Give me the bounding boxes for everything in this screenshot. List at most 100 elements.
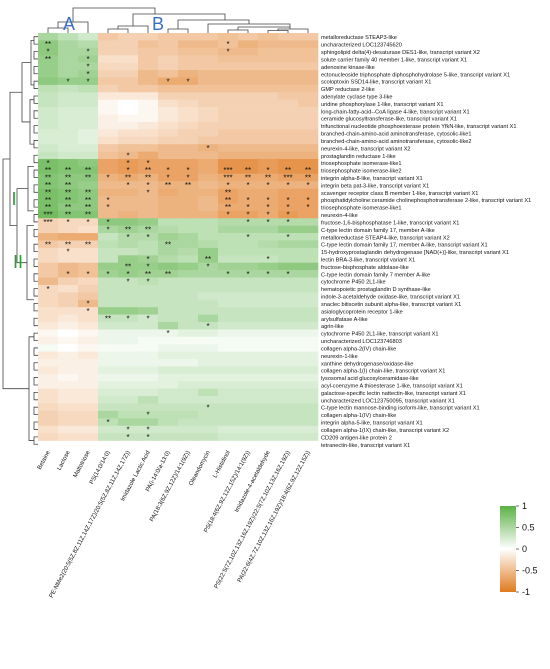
dendrogram-link xyxy=(27,165,34,212)
heatmap-cell xyxy=(298,307,319,315)
heatmap-cell xyxy=(38,262,59,271)
heatmap-cell xyxy=(198,92,219,100)
heatmap-cell xyxy=(218,262,239,271)
heatmap-cell xyxy=(178,47,199,56)
heatmap-cell xyxy=(58,47,79,56)
heatmap-cell xyxy=(238,218,259,226)
significance-marker: ** xyxy=(145,166,151,175)
significance-marker: * xyxy=(126,151,129,160)
heatmap-cell xyxy=(78,218,99,226)
heatmap-cell xyxy=(238,351,259,360)
row-group-label-i: I xyxy=(11,189,16,209)
row-label: 15-hydroxyprostaglandin dehydrogenase [N… xyxy=(321,250,509,256)
row-dendrogram xyxy=(2,36,38,445)
heatmap-cell xyxy=(138,381,159,389)
heatmap-cell xyxy=(118,351,139,360)
heatmap-cell xyxy=(138,403,159,412)
significance-marker: ** xyxy=(185,181,191,190)
significance-marker: * xyxy=(86,55,89,64)
heatmap-cell xyxy=(238,210,259,219)
heatmap-cell xyxy=(78,329,99,338)
heatmap-cell xyxy=(198,418,219,427)
heatmap-cell xyxy=(258,410,279,419)
heatmap-cell xyxy=(238,33,259,41)
heatmap-cell xyxy=(98,329,119,338)
significance-marker: ** xyxy=(245,166,251,175)
heatmap-cell xyxy=(258,181,279,189)
heatmap-cell xyxy=(38,158,59,167)
heatmap-cell xyxy=(298,270,319,278)
heatmap-cell xyxy=(278,433,299,441)
heatmap-cell xyxy=(258,40,279,49)
heatmap-cell xyxy=(138,373,159,382)
heatmap-cell xyxy=(38,255,59,264)
heatmap-cell xyxy=(298,144,319,152)
dendrogram-link xyxy=(107,28,129,33)
heatmap-cell xyxy=(78,99,99,108)
significance-marker: * xyxy=(86,62,89,71)
heatmap-cell xyxy=(258,129,279,138)
heatmap-cell xyxy=(238,388,259,397)
heatmap-cell xyxy=(198,47,219,56)
heatmap-cell xyxy=(298,70,319,78)
row-label: adenosine kinase-like xyxy=(321,65,375,71)
heatmap-cell xyxy=(258,299,279,308)
heatmap-cell xyxy=(238,307,259,315)
heatmap-cell xyxy=(298,433,319,441)
heatmap-cell xyxy=(38,344,59,352)
heatmap-cell xyxy=(138,129,159,138)
significance-marker: * xyxy=(286,211,289,220)
significance-marker: ** xyxy=(125,174,131,183)
heatmap-cell xyxy=(78,233,99,241)
heatmap-cell xyxy=(258,47,279,56)
significance-marker: ** xyxy=(65,211,71,220)
heatmap-cell xyxy=(298,351,319,360)
heatmap-cell xyxy=(258,121,279,130)
heatmap-cell xyxy=(278,262,299,271)
heatmap-cell xyxy=(238,255,259,264)
heatmap-cell xyxy=(58,396,79,404)
colorbar-tick-label: 0.5 xyxy=(522,523,535,533)
heatmap-cell xyxy=(158,307,179,315)
heatmap-cell xyxy=(158,373,179,382)
heatmap-cell xyxy=(258,166,279,175)
heatmap-cell xyxy=(298,158,319,167)
heatmap-cell xyxy=(198,84,219,93)
heatmap-cell xyxy=(298,321,319,330)
heatmap-cell xyxy=(258,366,279,375)
heatmap-cell xyxy=(58,99,79,108)
heatmap-cell xyxy=(78,388,99,397)
significance-marker: * xyxy=(166,174,169,183)
significance-marker: * xyxy=(266,255,269,264)
row-label: ectonucleoside triphosphate diphosphohyd… xyxy=(321,72,510,78)
heatmap-cell xyxy=(278,314,299,323)
heatmap-cell xyxy=(258,92,279,100)
heatmap-cell xyxy=(218,277,239,286)
significance-marker: * xyxy=(106,203,109,212)
dendrogram-link xyxy=(33,65,38,75)
heatmap-cell xyxy=(218,173,239,182)
heatmap-cell xyxy=(178,321,199,330)
heatmap-cell xyxy=(258,144,279,152)
heatmap-cell xyxy=(178,403,199,412)
heatmap-cell xyxy=(298,181,319,189)
heatmap-cell xyxy=(58,136,79,145)
heatmap-cell xyxy=(278,173,299,182)
heatmap-cell xyxy=(298,247,319,256)
heatmap-cell xyxy=(118,129,139,138)
heatmap-cell xyxy=(118,270,139,278)
heatmap-cell xyxy=(58,299,79,308)
significance-marker: * xyxy=(186,174,189,183)
significance-marker: * xyxy=(226,40,229,49)
heatmap-cell xyxy=(198,136,219,145)
colorbar-tick-label: 0 xyxy=(522,544,527,554)
row-label: adenylate cyclase type 3-like xyxy=(321,94,393,100)
heatmap-cell xyxy=(198,151,219,160)
heatmap-cell xyxy=(98,121,119,130)
heatmap-cell xyxy=(218,33,239,41)
heatmap-cell xyxy=(38,329,59,338)
significance-marker: ** xyxy=(85,196,91,205)
heatmap-cell xyxy=(298,403,319,412)
